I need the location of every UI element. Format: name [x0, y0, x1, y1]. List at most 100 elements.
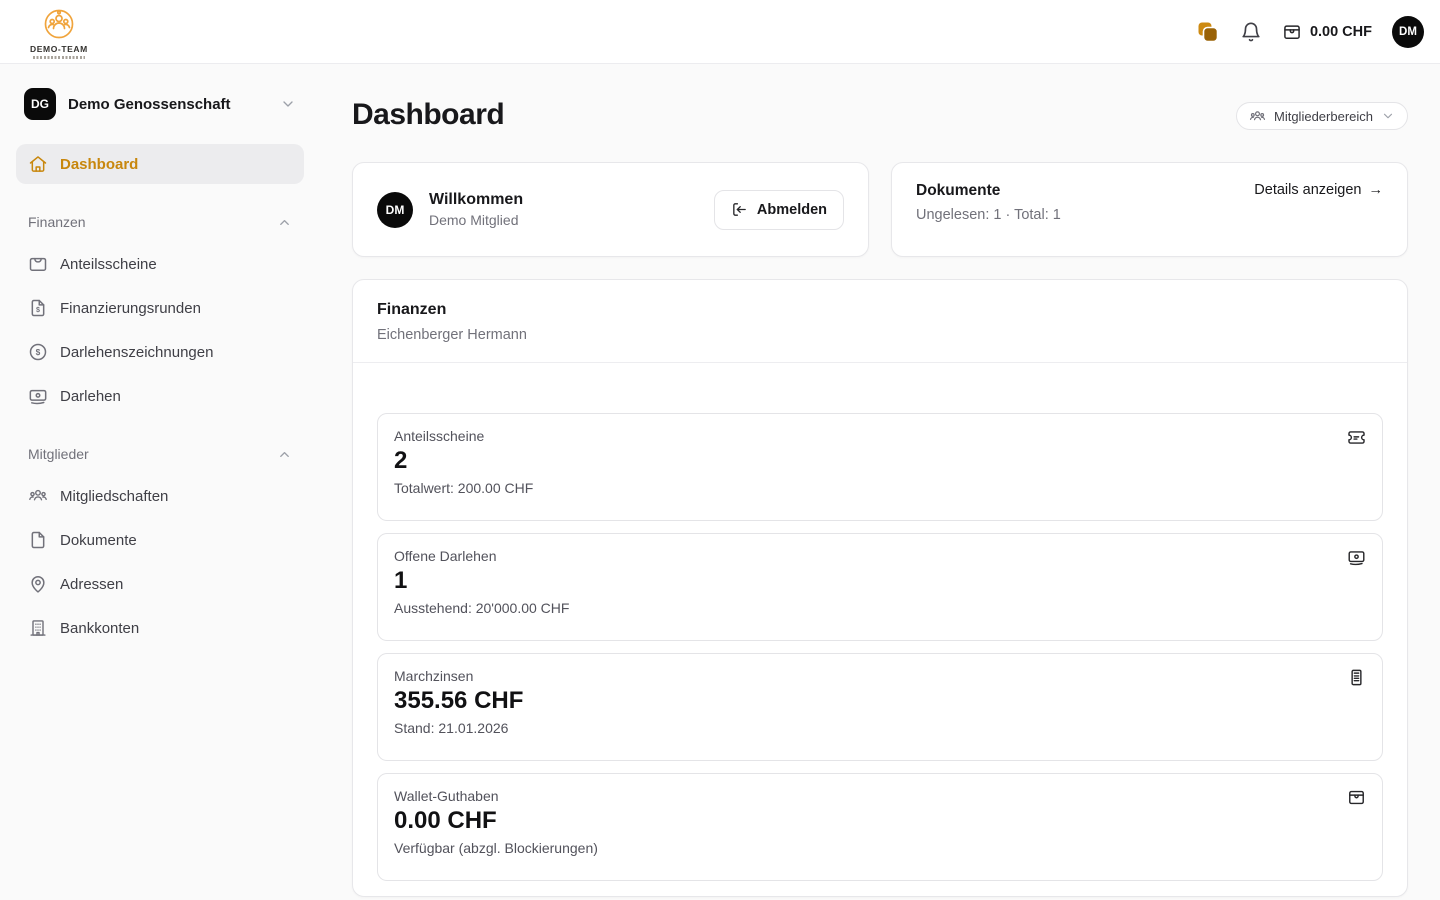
sidebar-item-label: Darlehenszeichnungen — [60, 343, 214, 361]
documents-card: Dokumente Ungelesen: 1 · Total: 1 Detail… — [891, 162, 1408, 257]
chevron-down-icon — [280, 96, 296, 112]
avatar: DM — [1392, 15, 1424, 48]
org-name: Demo Genossenschaft — [68, 95, 231, 113]
logout-icon — [731, 201, 748, 218]
sidebar-item-label: Mitgliedschaften — [60, 487, 169, 505]
team-logo-icon — [40, 6, 78, 44]
topbar-actions: 0.00 CHF DM — [1196, 15, 1424, 48]
documents-summary: Ungelesen: 1 · Total: 1 — [916, 207, 1061, 223]
stat-card-offene-darlehen[interactable]: Offene Darlehen 1 Ausstehend: 20'000.00 … — [377, 533, 1383, 641]
stat-sub: Totalwert: 200.00 CHF — [394, 480, 534, 496]
stat-card-marchzinsen[interactable]: Marchzinsen 355.56 CHF Stand: 21.01.2026 — [377, 653, 1383, 761]
user-menu-button[interactable]: DM — [1392, 15, 1424, 48]
svg-text:$: $ — [36, 347, 41, 357]
stat-value: 0.00 CHF — [394, 807, 497, 834]
stat-sub: Stand: 21.01.2026 — [394, 720, 509, 736]
wallet-pouch-icon — [28, 254, 48, 274]
chevron-up-icon — [277, 447, 292, 462]
topbar: DEMO-TEAM — [0, 0, 1440, 64]
copy-icon — [1196, 20, 1220, 44]
sidebar-item-label: Darlehen — [60, 387, 121, 405]
area-switcher-label: Mitgliederbereich — [1274, 108, 1373, 124]
wallet-balance-button[interactable]: 0.00 CHF — [1282, 22, 1372, 42]
users-icon — [28, 486, 48, 506]
stat-value: 355.56 CHF — [394, 687, 524, 714]
sidebar-item-label: Dashboard — [60, 155, 139, 173]
stat-sub: Verfügbar (abzgl. Blockierungen) — [394, 840, 598, 856]
summary-cards-row: DM Willkommen Demo Mitglied Abmelden Dok — [352, 162, 1408, 257]
sidebar-item-darlehenszeichnungen[interactable]: $ Darlehenszeichnungen — [16, 332, 304, 372]
finance-card-header: Finanzen Eichenberger Hermann — [353, 280, 1407, 363]
users-icon — [1249, 108, 1266, 125]
documents-details-link[interactable]: Details anzeigen → — [1254, 182, 1383, 198]
main-content: Dashboard Mitgliederbereich DM Willkomme… — [320, 0, 1440, 897]
logo-tagline — [32, 56, 85, 60]
sidebar-nav: Dashboard Finanzen Anteilsscheine — [16, 144, 304, 648]
org-badge: DG — [24, 88, 56, 120]
sidebar-item-finanzierungsrunden[interactable]: $ Finanzierungsrunden — [16, 288, 304, 328]
chevron-down-icon — [1381, 109, 1395, 123]
sidebar-item-label: Adressen — [60, 575, 124, 593]
circle-dollar-icon: $ — [28, 342, 48, 362]
sidebar-item-label: Anteilsscheine — [60, 255, 157, 273]
finance-title: Finanzen — [377, 301, 447, 318]
stat-card-anteilsscheine[interactable]: Anteilsscheine 2 Totalwert: 200.00 CHF — [377, 413, 1383, 521]
sidebar-section-mitglieder[interactable]: Mitglieder — [20, 446, 300, 462]
welcome-card: DM Willkommen Demo Mitglied Abmelden — [352, 162, 869, 257]
sidebar-section-finanzen[interactable]: Finanzen — [20, 214, 300, 230]
section-label: Mitglieder — [28, 446, 89, 462]
sidebar-item-label: Dokumente — [60, 531, 137, 549]
logout-button[interactable]: Abmelden — [713, 189, 844, 230]
sidebar-item-adressen[interactable]: Adressen — [16, 564, 304, 604]
stat-sub: Ausstehend: 20'000.00 CHF — [394, 600, 570, 616]
wallet-icon — [1347, 788, 1366, 807]
logo-title: DEMO-TEAM — [30, 43, 88, 54]
notifications-button[interactable] — [1240, 21, 1262, 43]
sidebar-item-label: Bankkonten — [60, 619, 140, 637]
stat-value: 2 — [394, 447, 408, 474]
sidebar-item-dokumente[interactable]: Dokumente — [16, 520, 304, 560]
bell-icon — [1240, 21, 1262, 43]
stat-value: 1 — [394, 567, 408, 594]
calculator-icon — [1347, 668, 1366, 687]
sidebar-item-bankkonten[interactable]: Bankkonten — [16, 608, 304, 648]
sidebar-item-dashboard[interactable]: Dashboard — [16, 144, 304, 184]
wallet-balance-label: 0.00 CHF — [1309, 23, 1372, 40]
banknote-icon — [28, 386, 48, 406]
arrow-right-icon: → — [1368, 182, 1384, 198]
stat-label: Anteilsscheine — [394, 428, 485, 444]
documents-link-label: Details anzeigen — [1254, 182, 1362, 198]
stat-label: Wallet-Guthaben — [394, 788, 499, 804]
sidebar-item-anteilsscheine[interactable]: Anteilsscheine — [16, 244, 304, 284]
app-logo[interactable]: DEMO-TEAM — [30, 6, 88, 60]
area-switcher[interactable]: Mitgliederbereich — [1236, 102, 1408, 130]
sidebar-item-mitgliedschaften[interactable]: Mitgliedschaften — [16, 476, 304, 516]
file-icon — [28, 530, 48, 550]
stat-card-wallet-guthaben[interactable]: Wallet-Guthaben 0.00 CHF Verfügbar (abzg… — [377, 773, 1383, 881]
sidebar-item-label: Finanzierungsrunden — [60, 299, 201, 317]
section-label: Finanzen — [28, 214, 86, 230]
svg-text:$: $ — [36, 306, 40, 314]
chevron-up-icon — [277, 215, 292, 230]
finance-card: Finanzen Eichenberger Hermann Anteilssch… — [352, 279, 1408, 897]
copy-button[interactable] — [1196, 20, 1220, 44]
finance-subtitle: Eichenberger Hermann — [377, 327, 527, 343]
org-switcher[interactable]: DG Demo Genossenschaft — [16, 84, 304, 124]
map-pin-icon — [28, 574, 48, 594]
welcome-text: Willkommen Demo Mitglied — [429, 191, 523, 228]
wallet-icon — [1282, 22, 1302, 42]
documents-title: Dokumente — [916, 182, 1001, 199]
logout-label: Abmelden — [756, 201, 827, 218]
page-title: Dashboard — [352, 98, 505, 131]
stat-label: Marchzinsen — [394, 668, 474, 684]
home-icon — [28, 154, 48, 174]
sidebar-item-darlehen[interactable]: Darlehen — [16, 376, 304, 416]
avatar: DM — [377, 191, 413, 228]
finance-stats: Anteilsscheine 2 Totalwert: 200.00 CHF O… — [353, 363, 1407, 900]
welcome-subtitle: Demo Mitglied — [429, 212, 519, 228]
banknote-icon — [1347, 548, 1366, 567]
page-header: Dashboard Mitgliederbereich — [352, 98, 1408, 132]
file-dollar-icon: $ — [28, 298, 48, 318]
building-icon — [28, 618, 48, 638]
sidebar: DG Demo Genossenschaft Dashboard Finanze… — [0, 64, 320, 900]
